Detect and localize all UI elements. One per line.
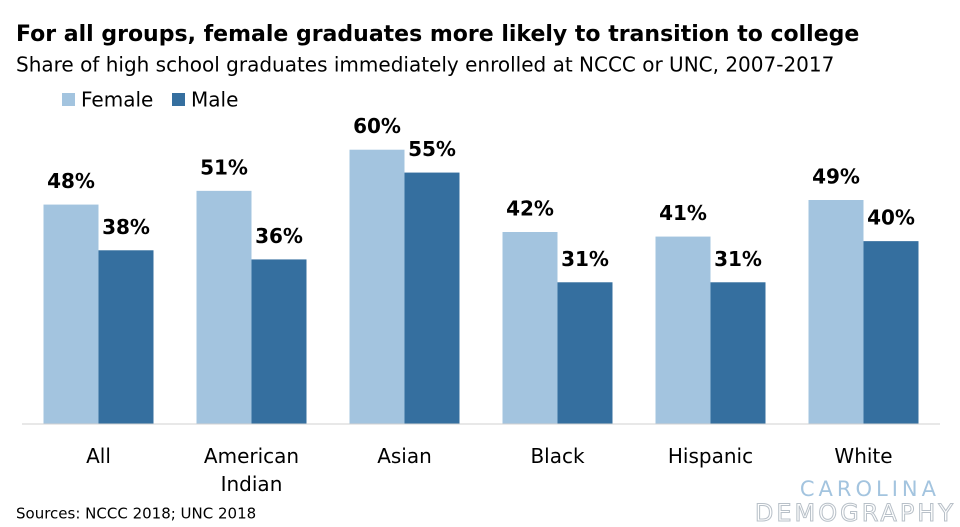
- source: Sources: NCCC 2018; UNC 2018: [16, 505, 256, 523]
- bar: [863, 241, 919, 424]
- bar: [655, 236, 711, 424]
- bar: [196, 190, 252, 424]
- x-tick-label: White: [834, 444, 893, 468]
- x-tick-label: American Indian: [203, 444, 300, 496]
- legend-swatch: [172, 93, 185, 106]
- bar: [251, 259, 307, 424]
- value-label: 41%: [659, 201, 707, 225]
- chart-title: For all groups, female graduates more li…: [16, 22, 859, 47]
- value-label: 40%: [867, 206, 915, 230]
- value-label: 42%: [506, 197, 554, 221]
- bar: [98, 250, 154, 424]
- legend-swatch: [62, 93, 75, 106]
- x-tick-label: Black: [530, 444, 585, 468]
- value-label: 51%: [200, 155, 248, 179]
- bar: [710, 282, 766, 424]
- logo-bottom: DEMOGRAPHY: [755, 499, 956, 527]
- bar: [502, 232, 558, 424]
- bar: [404, 172, 460, 424]
- logo-top: CAROLINA: [800, 477, 940, 501]
- bar: [43, 204, 99, 424]
- value-label: 31%: [561, 247, 609, 271]
- value-label: 38%: [102, 215, 150, 239]
- value-label: 49%: [812, 165, 860, 189]
- x-tick-label: Hispanic: [667, 444, 754, 468]
- value-label: 48%: [47, 169, 95, 193]
- value-label: 55%: [408, 137, 456, 161]
- value-label: 36%: [255, 224, 303, 248]
- x-tick-label: Asian: [377, 444, 432, 468]
- bar: [808, 200, 864, 424]
- bar: [557, 282, 613, 424]
- legend-label: Female: [81, 88, 153, 112]
- value-label: 60%: [353, 114, 401, 138]
- bar: [349, 149, 405, 424]
- legend-label: Male: [191, 88, 238, 112]
- x-tick-label: All: [86, 444, 111, 468]
- value-label: 31%: [714, 247, 762, 271]
- chart-subtitle: Share of high school graduates immediate…: [16, 53, 834, 77]
